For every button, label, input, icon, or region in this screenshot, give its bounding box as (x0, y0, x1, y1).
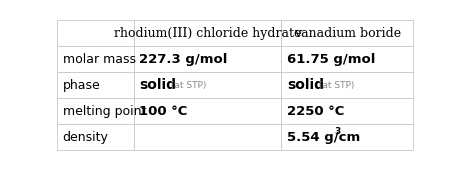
Text: rhodium(III) chloride hydrate: rhodium(III) chloride hydrate (114, 27, 302, 40)
Bar (281, 46, 413, 72)
Text: melting point: melting point (63, 105, 146, 118)
Text: molar mass: molar mass (63, 53, 136, 66)
Bar (281, 98, 413, 124)
Bar (134, 72, 281, 98)
Text: (at STP): (at STP) (316, 81, 354, 90)
Bar (134, 46, 281, 72)
Bar (281, 124, 413, 150)
Bar (281, 20, 413, 46)
Bar (57, 124, 134, 150)
Text: 227.3 g/mol: 227.3 g/mol (139, 53, 228, 66)
Bar (57, 46, 134, 72)
Bar (57, 72, 134, 98)
Bar (57, 20, 134, 46)
Text: (at STP): (at STP) (168, 81, 207, 90)
Text: density: density (63, 131, 109, 144)
Text: 3: 3 (335, 127, 341, 136)
Bar (57, 98, 134, 124)
Text: 100 °C: 100 °C (139, 105, 188, 118)
Bar (281, 72, 413, 98)
Text: phase: phase (63, 79, 101, 92)
Text: solid: solid (139, 78, 176, 92)
Bar (134, 98, 281, 124)
Bar (134, 124, 281, 150)
Bar (134, 20, 281, 46)
Text: solid: solid (287, 78, 324, 92)
Text: 61.75 g/mol: 61.75 g/mol (287, 53, 375, 66)
Text: vanadium boride: vanadium boride (294, 27, 401, 40)
Text: 5.54 g/cm: 5.54 g/cm (287, 131, 360, 144)
Text: 2250 °C: 2250 °C (287, 105, 344, 118)
